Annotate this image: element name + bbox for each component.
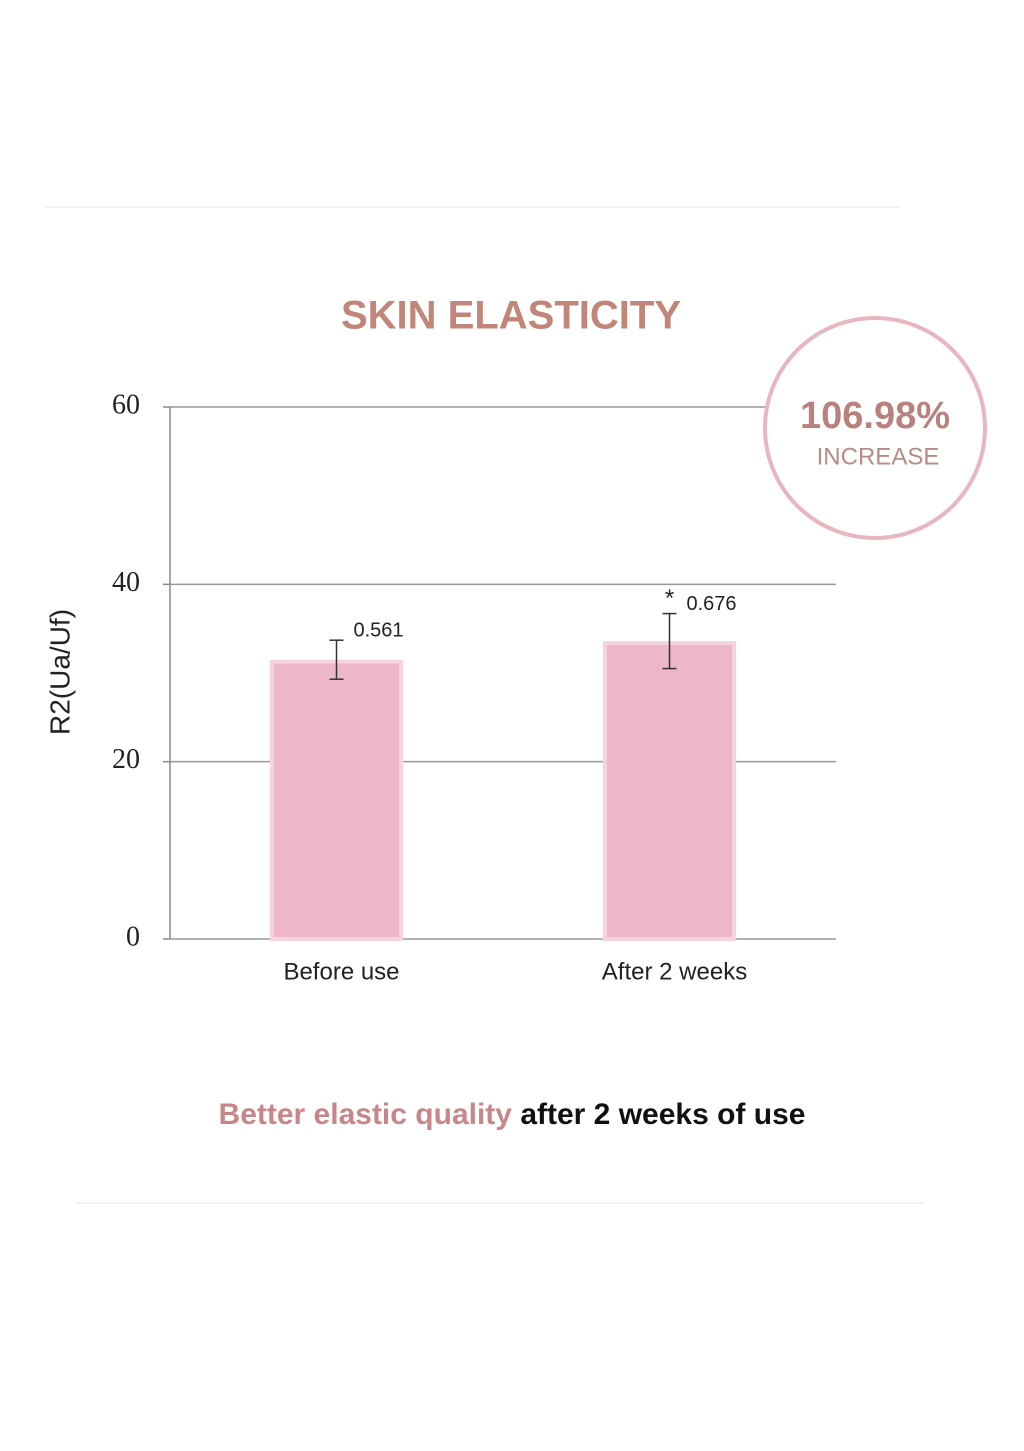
annotation: 0.561	[354, 619, 404, 641]
caption: Better elastic quality after 2 weeks of …	[219, 1098, 806, 1131]
x-tick-label: Before use	[283, 958, 399, 985]
badge-value: 106.98%	[800, 395, 950, 437]
badge-circle	[763, 316, 987, 540]
chart-title: SKIN ELASTICITY	[341, 294, 681, 338]
y-tick-label: 60	[112, 389, 140, 420]
y-tick-label: 40	[112, 567, 140, 598]
bar	[602, 641, 737, 942]
caption-rest: after 2 weeks of use	[520, 1098, 805, 1131]
annotation: 0.676	[687, 593, 737, 615]
plot: 0 20 40 60 Before use 0.561 After 2 weeks 0.676…	[112, 389, 836, 985]
bar	[269, 659, 404, 941]
caption-highlight: Better elastic quality	[219, 1098, 513, 1131]
x-tick-label: After 2 weeks	[602, 958, 747, 985]
y-axis-label: R2(Ua/Uf)	[44, 609, 75, 735]
significance-mark: *	[665, 585, 674, 612]
badge-label: INCREASE	[817, 443, 940, 470]
y-tick-label: 0	[126, 921, 140, 952]
y-tick-label: 20	[112, 744, 140, 775]
